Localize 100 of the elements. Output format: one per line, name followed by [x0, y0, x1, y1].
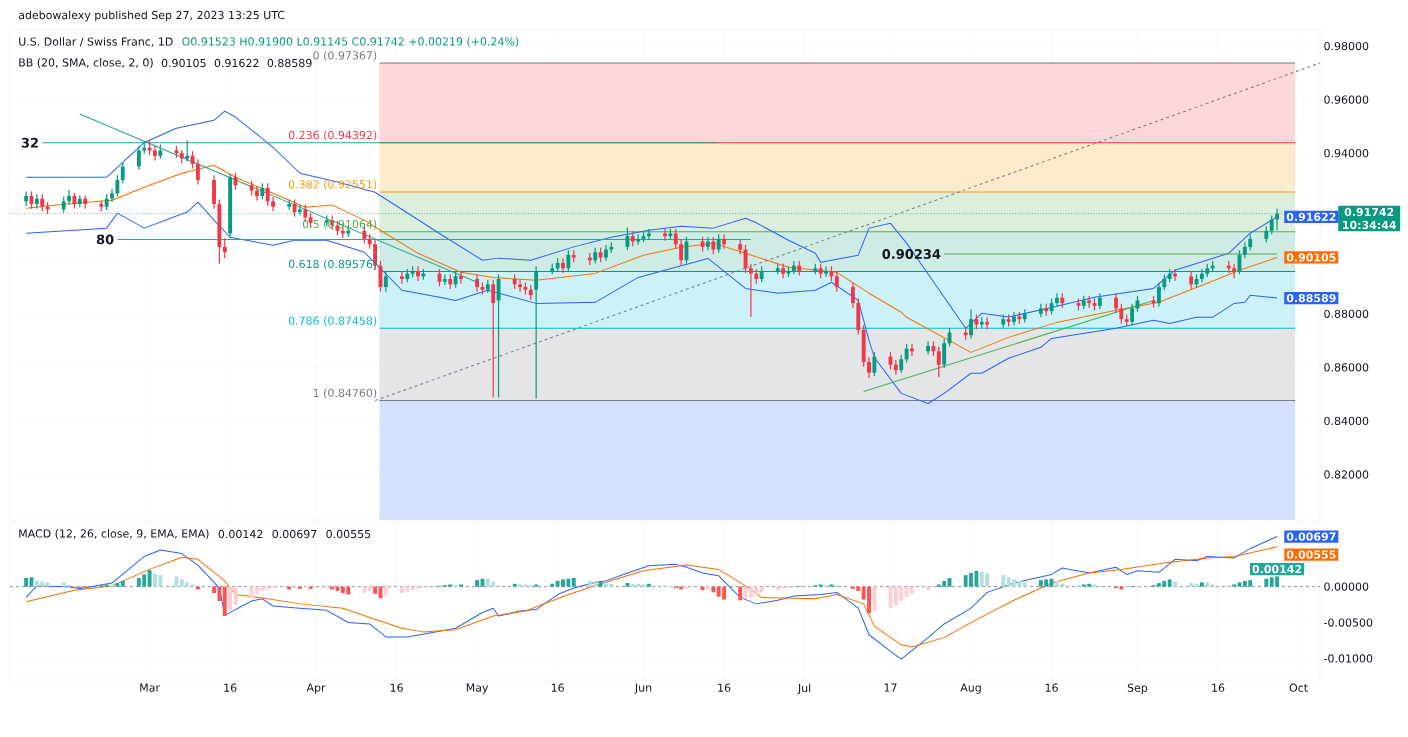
bar — [362, 586, 367, 594]
candlestick — [120, 161, 125, 184]
bar — [571, 578, 576, 587]
candlestick — [1232, 263, 1237, 279]
annotation: 0.90105 — [161, 58, 206, 68]
candlestick — [115, 175, 120, 197]
candlestick — [1087, 295, 1092, 308]
bar — [115, 583, 120, 587]
x-tick-label: 16 — [551, 683, 564, 692]
y-tick-label: -0.00500 — [1324, 618, 1373, 627]
x-tick-label: Oct — [1289, 683, 1308, 692]
bar — [367, 586, 372, 591]
candlestick — [67, 190, 71, 205]
data-label: 0.90105 — [1286, 253, 1336, 262]
bar — [759, 586, 764, 593]
candlestick — [561, 258, 565, 273]
candlestick — [265, 183, 270, 206]
candlestick — [936, 346, 941, 378]
y-tick-label: -0.01000 — [1324, 654, 1373, 663]
bar — [222, 586, 227, 617]
candlestick — [867, 357, 871, 378]
bar — [45, 582, 50, 587]
candlestick — [722, 234, 726, 249]
bar — [550, 583, 555, 587]
data-label: 0.00555 — [1286, 550, 1336, 559]
bar — [104, 584, 109, 587]
bar — [1189, 583, 1194, 587]
bar — [1264, 578, 1269, 587]
bar — [1232, 584, 1237, 587]
annotation: 0.88589 — [267, 58, 312, 68]
candlestick — [185, 140, 190, 162]
x-tick-label: 16 — [390, 683, 403, 692]
candlestick — [1157, 282, 1161, 307]
data-label: 0.91622 — [1286, 212, 1336, 221]
candlestick — [679, 239, 684, 265]
x-tick-label: 16 — [1045, 683, 1058, 692]
y-tick-label: 0.88000 — [1324, 309, 1369, 318]
bar — [1022, 582, 1027, 587]
candlestick — [1054, 293, 1059, 307]
bar — [330, 586, 335, 590]
bar — [110, 584, 114, 587]
annotation: 80 — [96, 234, 114, 245]
candlestick — [518, 279, 522, 292]
candlestick — [893, 360, 898, 375]
bar — [829, 584, 834, 587]
bar — [459, 584, 463, 587]
bar — [646, 583, 651, 587]
x-tick-label: 16 — [224, 683, 237, 692]
candlestick — [748, 263, 753, 318]
annotation: 0.00555 — [326, 529, 371, 539]
bar — [818, 584, 823, 587]
ref-line-label: 0.786 (0.87458) — [288, 316, 377, 327]
candlestick — [646, 228, 651, 240]
y-tick-label: 0.00000 — [1324, 582, 1369, 591]
y-tick-label: 0.94000 — [1324, 149, 1369, 158]
candlestick — [271, 196, 276, 212]
line-series — [25, 164, 1278, 353]
bar — [1210, 584, 1215, 587]
annotation: 32 — [21, 137, 38, 148]
bar — [373, 586, 378, 594]
annotation: 0.00142 — [218, 529, 263, 539]
candlestick — [985, 317, 990, 330]
candlestick — [706, 236, 710, 251]
bar — [1205, 582, 1210, 587]
ref-line-label: 1 (0.84760) — [313, 388, 377, 399]
bar — [120, 580, 125, 587]
bar — [534, 584, 539, 587]
bar — [641, 584, 646, 587]
candlestick — [110, 188, 114, 202]
x-tick-label: 17 — [884, 683, 897, 692]
y-tick-label: 0.84000 — [1324, 416, 1369, 426]
y-tick-label: 0.96000 — [1324, 95, 1369, 104]
text: U.S. Dollar / Swiss Franc, 1D — [19, 37, 173, 47]
bar — [190, 584, 195, 587]
candlestick — [969, 309, 973, 339]
bar — [1173, 581, 1177, 587]
bar — [598, 581, 603, 587]
text: adebowalexy published Sep 27, 2023 13:25 UTC — [18, 10, 285, 22]
line-series — [25, 201, 1278, 405]
bar — [512, 583, 517, 587]
bar — [287, 586, 292, 590]
candlestick — [400, 271, 404, 284]
y-tick-label: 0.82000 — [1324, 470, 1369, 479]
candlestick — [1130, 303, 1135, 326]
bar — [383, 586, 388, 596]
ref-line-label: 0.236 (0.94392) — [288, 130, 377, 141]
bar — [24, 578, 29, 587]
candlestick — [255, 186, 259, 201]
x-tick-label: 16 — [1212, 683, 1225, 692]
x-tick-label: Aug — [960, 683, 981, 694]
candlestick — [153, 145, 157, 161]
bar — [625, 583, 630, 587]
candlestick — [942, 338, 947, 368]
data-label: 0.00142 — [1252, 564, 1302, 574]
data-label: 0.00697 — [1286, 532, 1336, 541]
candlestick — [1114, 293, 1118, 314]
text: MACD (12, 26, close, 9, EMA, EMA) — [19, 529, 209, 539]
bar — [1001, 575, 1006, 587]
annotation: BB (20, SMA, close, 2, 0) — [19, 58, 153, 68]
x-tick-label: 16 — [718, 683, 731, 692]
